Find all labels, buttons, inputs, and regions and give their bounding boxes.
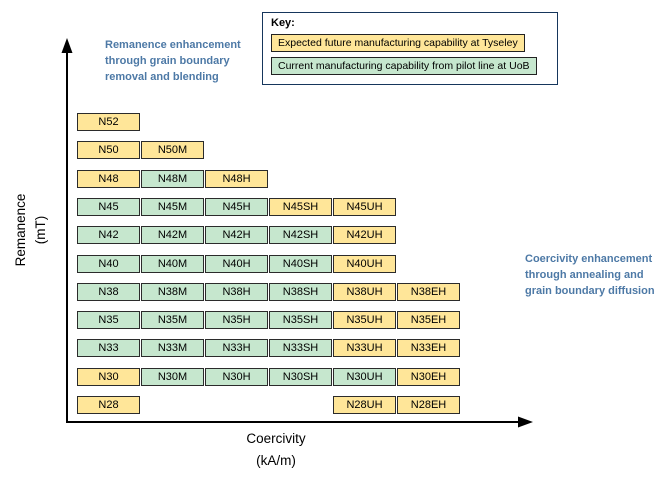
grade-cell-n33sh: N33SH	[269, 339, 332, 357]
legend-item-future: Expected future manufacturing capability…	[271, 34, 525, 52]
grade-cell-n50m: N50M	[141, 141, 204, 159]
grade-cell-n33m: N33M	[141, 339, 204, 357]
grade-cell-n33uh: N33UH	[333, 339, 396, 357]
grade-cell-n40sh: N40SH	[269, 255, 332, 273]
x-axis-arrow-icon	[518, 416, 533, 428]
key-box: Key: Expected future manufacturing capab…	[262, 12, 558, 85]
grade-cell-n35eh: N35EH	[397, 311, 460, 329]
grade-cell-n30m: N30M	[141, 368, 204, 386]
x-axis-label: Coercivity (kA/m)	[200, 428, 352, 471]
grade-cell-n28eh: N28EH	[397, 396, 460, 414]
grade-cell-n30h: N30H	[205, 368, 268, 386]
grade-cell-n38sh: N38SH	[269, 283, 332, 301]
grade-cell-n33h: N33H	[205, 339, 268, 357]
grade-cell-n42m: N42M	[141, 226, 204, 244]
grade-cell-n45m: N45M	[141, 198, 204, 216]
grade-cell-n50: N50	[77, 141, 140, 159]
grade-cell-n45uh: N45UH	[333, 198, 396, 216]
grade-cell-n30eh: N30EH	[397, 368, 460, 386]
note-remanence-enhancement: Remanence enhancement through grain boun…	[105, 39, 241, 83]
grade-cell-n45h: N45H	[205, 198, 268, 216]
y-axis-label: Remanence (mT)	[11, 165, 55, 295]
grade-cell-n35sh: N35SH	[269, 311, 332, 329]
grade-cell-n45: N45	[77, 198, 140, 216]
grade-cell-n40: N40	[77, 255, 140, 273]
x-axis-label-line2: (kA/m)	[256, 452, 296, 468]
grade-cell-n33eh: N33EH	[397, 339, 460, 357]
x-axis-label-line1: Coercivity	[246, 431, 306, 446]
grade-cell-n48: N48	[77, 170, 140, 188]
grade-cell-n40h: N40H	[205, 255, 268, 273]
legend-item-current: Current manufacturing capability from pi…	[271, 57, 537, 75]
grade-cell-n42: N42	[77, 226, 140, 244]
grade-cell-n48m: N48M	[141, 170, 204, 188]
y-axis-label-line1: Remanence	[13, 193, 28, 267]
y-axis-arrow-icon	[61, 38, 73, 53]
grade-cell-n38: N38	[77, 283, 140, 301]
grade-cell-n28uh: N28UH	[333, 396, 396, 414]
grade-cell-n38h: N38H	[205, 283, 268, 301]
grade-cell-n40m: N40M	[141, 255, 204, 273]
grade-cell-n28: N28	[77, 396, 140, 414]
key-title: Key:	[271, 17, 295, 29]
grade-cell-n42uh: N42UH	[333, 226, 396, 244]
grade-cell-n33: N33	[77, 339, 140, 357]
grade-cell-n38m: N38M	[141, 283, 204, 301]
grade-cell-n35h: N35H	[205, 311, 268, 329]
key-items: Expected future manufacturing capability…	[271, 34, 549, 75]
grade-cell-n35uh: N35UH	[333, 311, 396, 329]
grade-cell-n38uh: N38UH	[333, 283, 396, 301]
grade-cell-n48h: N48H	[205, 170, 268, 188]
y-axis-label-line2: (mT)	[33, 215, 49, 245]
grade-cell-n30uh: N30UH	[333, 368, 396, 386]
grade-cell-n45sh: N45SH	[269, 198, 332, 216]
grade-cell-n30: N30	[77, 368, 140, 386]
grade-cell-n30sh: N30SH	[269, 368, 332, 386]
grade-cell-n42sh: N42SH	[269, 226, 332, 244]
grade-cell-n42h: N42H	[205, 226, 268, 244]
note-coercivity-enhancement: Coercivity enhancement through annealing…	[525, 253, 655, 297]
grade-cell-n35: N35	[77, 311, 140, 329]
grade-grid: N52 N50 N50M N48 N48M N48H N45 N45M N45H N45SH N45…	[77, 113, 477, 423]
grade-cell-n35m: N35M	[141, 311, 204, 329]
grade-cell-n38eh: N38EH	[397, 283, 460, 301]
grade-cell-n52: N52	[77, 113, 140, 131]
grade-cell-n40uh: N40UH	[333, 255, 396, 273]
